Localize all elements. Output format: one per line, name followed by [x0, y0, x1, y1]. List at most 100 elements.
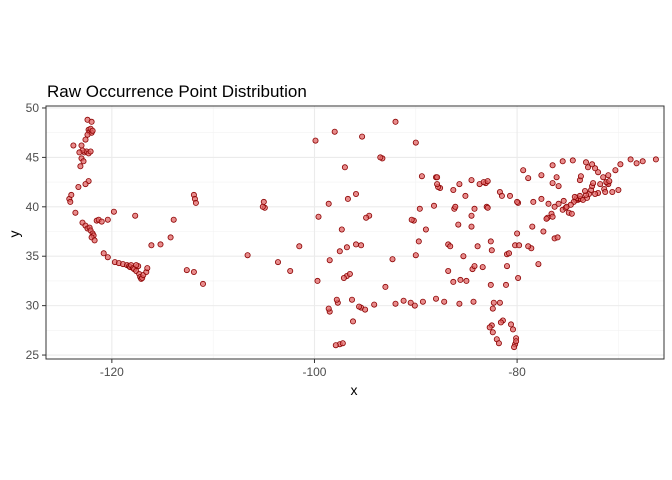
data-point: [346, 270, 353, 277]
data-point: [415, 238, 422, 245]
data-point: [609, 188, 616, 195]
data-point: [192, 199, 199, 206]
data-point: [78, 142, 85, 149]
data-point: [411, 302, 418, 309]
data-point: [455, 221, 462, 228]
data-point: [336, 248, 343, 255]
y-tick-label: 50: [26, 101, 40, 115]
data-point: [479, 264, 486, 271]
y-tick-label: 30: [26, 299, 40, 313]
data-point: [389, 256, 396, 263]
data-point: [362, 306, 369, 313]
data-point: [540, 228, 547, 235]
data-point: [332, 342, 339, 349]
data-point: [514, 230, 521, 237]
data-point: [538, 172, 545, 179]
data-point: [606, 178, 613, 185]
data-point: [495, 340, 502, 347]
data-point: [602, 188, 609, 195]
data-point: [447, 243, 454, 250]
data-point: [530, 198, 537, 205]
data-point: [652, 156, 659, 163]
data-point: [529, 223, 536, 230]
data-point: [349, 318, 356, 325]
data-point: [589, 161, 596, 168]
data-point: [72, 209, 79, 216]
data-point: [338, 226, 345, 233]
data-point: [511, 344, 518, 351]
data-point: [571, 193, 578, 200]
data-point: [503, 263, 510, 270]
data-point: [339, 340, 346, 347]
data-point: [377, 154, 384, 161]
data-point: [489, 305, 496, 312]
data-point: [408, 216, 415, 223]
data-point: [468, 177, 475, 184]
data-point: [462, 192, 469, 199]
data-point: [559, 158, 566, 165]
data-point: [110, 208, 117, 215]
data-point: [543, 215, 550, 222]
data-point: [600, 174, 607, 181]
data-point: [554, 234, 561, 241]
data-point: [468, 212, 475, 219]
data-point: [392, 300, 399, 307]
data-point: [595, 169, 602, 176]
data-point: [419, 298, 426, 305]
data-point: [82, 181, 89, 188]
data-point: [157, 241, 164, 248]
data-point: [314, 277, 321, 284]
data-point: [87, 148, 94, 155]
data-point: [434, 181, 441, 188]
data-point: [343, 244, 350, 251]
data-point: [67, 198, 74, 205]
data-point: [352, 190, 359, 197]
data-point: [553, 174, 560, 181]
data-point: [507, 321, 514, 328]
data-point: [486, 324, 493, 331]
data-point: [450, 278, 457, 285]
data-point: [432, 295, 439, 302]
data-point: [639, 158, 646, 165]
data-point: [551, 203, 558, 210]
data-point: [76, 149, 83, 156]
data-point: [326, 257, 333, 264]
data-point: [82, 136, 89, 143]
data-point: [340, 274, 347, 281]
x-axis-title: x: [351, 382, 358, 398]
data-point: [460, 253, 467, 260]
data-point: [597, 181, 604, 188]
y-tick-label: 25: [26, 348, 40, 362]
data-point: [463, 277, 470, 284]
data-point: [497, 319, 504, 326]
data-point: [555, 183, 562, 190]
data-point: [132, 212, 139, 219]
data-point: [560, 197, 567, 204]
data-point: [260, 198, 267, 205]
x-tick-label: -80: [508, 365, 526, 379]
data-point: [549, 180, 556, 187]
y-tick-label: 45: [26, 150, 40, 164]
data-point: [538, 195, 545, 202]
data-point: [535, 261, 542, 268]
data-point: [627, 156, 634, 163]
data-point: [434, 174, 441, 181]
data-point: [592, 190, 599, 197]
data-point: [333, 296, 340, 303]
data-point: [287, 267, 294, 274]
data-point: [471, 263, 478, 270]
data-point: [471, 205, 478, 212]
data-point: [416, 205, 423, 212]
data-point: [445, 267, 452, 274]
data-point: [490, 299, 497, 306]
data-point: [468, 223, 475, 230]
data-point: [474, 243, 481, 250]
data-point: [549, 162, 556, 169]
data-point: [371, 301, 378, 308]
data-point: [407, 299, 414, 306]
data-point: [452, 203, 459, 210]
data-point: [358, 242, 365, 249]
data-point: [520, 167, 527, 174]
data-point: [91, 237, 98, 244]
data-point: [144, 265, 151, 272]
